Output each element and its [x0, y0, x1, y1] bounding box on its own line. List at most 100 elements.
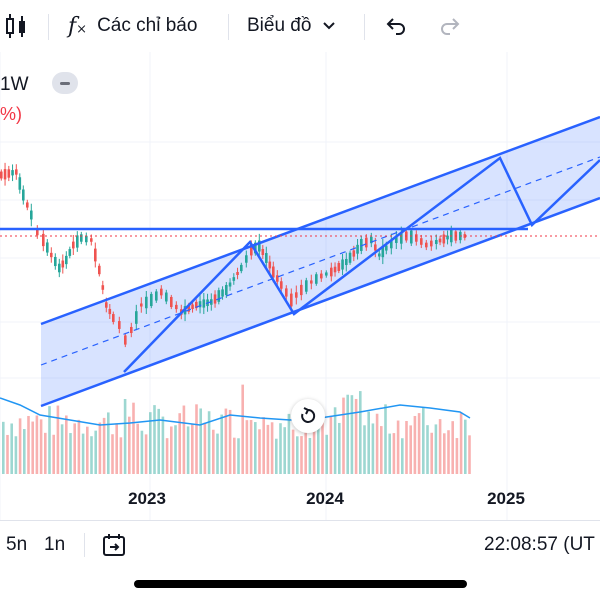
- candle-body: [305, 280, 308, 292]
- candle-body: [365, 237, 368, 248]
- candle-body: [276, 275, 279, 282]
- chart-type-dropdown[interactable]: Biểu đồ: [247, 0, 337, 52]
- volume-bar: [296, 436, 299, 474]
- candle-body: [187, 305, 191, 312]
- undo-button[interactable]: [384, 0, 408, 52]
- volume-bar: [308, 437, 312, 474]
- candle-body: [285, 288, 288, 297]
- reset-icon: [301, 407, 316, 423]
- candle-body: [118, 321, 121, 329]
- volume-bar: [195, 404, 198, 474]
- channel-median-line: [40, 156, 600, 366]
- candle-body: [385, 245, 388, 251]
- volume-bar: [111, 434, 114, 474]
- candle-body: [265, 253, 268, 263]
- calendar-goto-icon: [103, 534, 125, 556]
- volume-bar: [350, 395, 354, 474]
- candle-body: [213, 294, 217, 304]
- volume-bar: [258, 429, 261, 474]
- volume-bar: [291, 429, 295, 474]
- volume-bar: [312, 423, 316, 474]
- volume-bar: [422, 407, 425, 474]
- candle-body: [333, 266, 337, 273]
- price-chart[interactable]: 2023 2024 2025: [0, 52, 600, 520]
- volume-bar: [65, 415, 68, 474]
- volume-bar: [413, 415, 417, 474]
- bottom-toolbar: 5n 1n 22:08:57 (UT: [0, 520, 600, 569]
- redo-button[interactable]: [438, 0, 462, 52]
- volume-bar: [447, 430, 450, 474]
- x-axis-year-label: 2023: [128, 489, 166, 508]
- candle-body: [374, 244, 377, 251]
- candles-icon[interactable]: [4, 0, 30, 52]
- volume-bar: [14, 436, 18, 474]
- volume-bar: [434, 424, 438, 474]
- channel-lower-line: [40, 196, 600, 408]
- range-1y-button[interactable]: 1n: [44, 534, 66, 555]
- bottom-divider: [84, 533, 85, 557]
- candle-body: [232, 277, 236, 281]
- candle-body: [18, 177, 22, 190]
- candle-body: [108, 308, 112, 315]
- volume-bar: [279, 423, 282, 474]
- volume-bar: [119, 437, 123, 474]
- x-axis-year-label: 2025: [487, 489, 525, 508]
- channel-upper-line: [40, 115, 600, 326]
- goto-date-button[interactable]: [100, 521, 128, 569]
- volume-bar: [275, 438, 278, 474]
- volume-bar: [31, 421, 34, 474]
- candle-body: [330, 267, 333, 277]
- chart-pane[interactable]: 2023 2024 2025: [0, 52, 600, 520]
- candle-body: [124, 335, 127, 345]
- volume-bar: [342, 397, 345, 474]
- candle-body: [225, 285, 228, 295]
- volume-bar: [199, 408, 202, 474]
- candle-body: [463, 234, 467, 238]
- candle-body: [295, 292, 298, 298]
- clock-timezone[interactable]: 22:08:57 (UT: [484, 534, 595, 555]
- candle-body: [390, 239, 393, 249]
- volume-bar: [182, 405, 186, 474]
- volume-bar: [115, 423, 118, 474]
- candle-body: [101, 285, 105, 290]
- reset-chart-button[interactable]: [291, 399, 325, 433]
- candle-body: [22, 189, 25, 201]
- candle-body: [446, 235, 449, 240]
- candle-body: [245, 255, 248, 263]
- candle-body: [112, 314, 115, 322]
- candle-body: [228, 282, 232, 287]
- candle-body: [26, 202, 29, 208]
- volume-bar: [207, 411, 211, 474]
- volume-bar: [380, 426, 383, 474]
- home-indicator: [134, 580, 467, 588]
- volume-bar: [107, 412, 110, 474]
- volume-bar: [409, 425, 412, 474]
- candle-body: [165, 292, 168, 302]
- volume-bar: [459, 413, 463, 474]
- volume-bar: [270, 422, 274, 474]
- interval-label: 1W: [0, 74, 29, 95]
- candle-body: [430, 240, 433, 247]
- candle-body: [395, 237, 398, 243]
- indicators-button[interactable]: f× Các chỉ báo: [68, 0, 197, 52]
- volume-bar: [443, 433, 446, 474]
- volume-bar: [317, 420, 320, 474]
- candle-body: [155, 291, 158, 301]
- volume-bar: [325, 434, 328, 474]
- volume-bar: [405, 420, 408, 474]
- volume-bar: [18, 418, 22, 474]
- candle-body: [341, 259, 344, 270]
- candle-body: [130, 326, 133, 334]
- volume-bar: [203, 422, 207, 474]
- candle-body: [438, 238, 442, 243]
- redo-icon: [441, 18, 460, 35]
- candle-body: [290, 293, 293, 307]
- candle-body: [191, 304, 194, 309]
- legend-collapse-button[interactable]: [52, 72, 78, 94]
- candle-body: [7, 169, 11, 178]
- candle-body: [268, 261, 272, 269]
- volume-bar: [438, 419, 442, 474]
- range-5y-button[interactable]: 5n: [6, 534, 28, 555]
- candle-body: [98, 265, 101, 275]
- candle-body: [76, 235, 79, 248]
